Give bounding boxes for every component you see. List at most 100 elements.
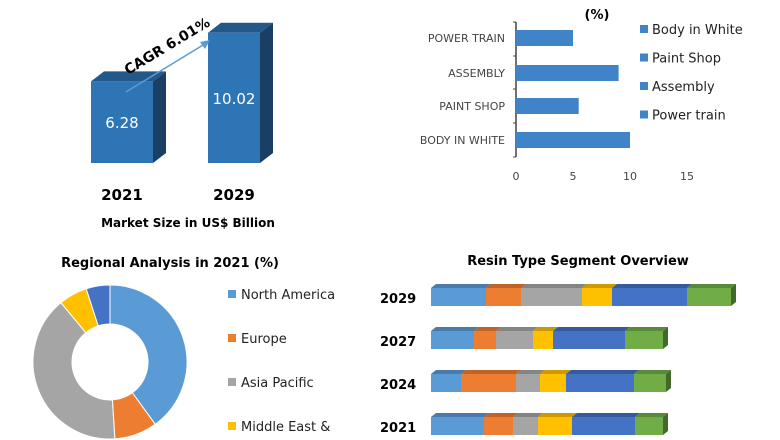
x-tick-label: 15 (680, 170, 694, 183)
x-tick-label: 0 (513, 170, 520, 183)
y-tick-label: POWER TRAIN (428, 32, 505, 45)
y-tick-label: 2029 (380, 292, 416, 307)
bar-segment-top (538, 413, 577, 417)
x-tick-label: 2029 (213, 186, 255, 204)
bar-segment-side (666, 370, 671, 392)
bar-segment (484, 417, 513, 435)
legend-label: Europe (241, 332, 287, 347)
bar-segment (635, 417, 663, 435)
bar-segment-top (431, 413, 489, 417)
bar-side (260, 22, 273, 163)
bar-segment-top (612, 284, 692, 288)
donut-slice (32, 301, 116, 440)
chart-title: Resin Type Segment Overview (467, 254, 689, 269)
bar-segment (431, 288, 486, 306)
bar-segment (612, 288, 687, 306)
x-tick-label: 5 (570, 170, 577, 183)
bar-segment-top (431, 370, 466, 374)
legend-swatch (640, 25, 648, 33)
bar-segment (474, 331, 496, 349)
donut-slice (109, 284, 188, 425)
bar-segment (553, 331, 625, 349)
bar-segment-top (687, 284, 736, 288)
bar-segment-top (431, 327, 479, 331)
bar-segment-top (625, 327, 668, 331)
data-label: 10.02 (213, 90, 256, 108)
legend-swatch (640, 82, 648, 90)
bar-segment (572, 417, 635, 435)
x-tick-label: 2021 (101, 186, 143, 204)
bar-segment-top (431, 284, 491, 288)
bar-segment (431, 331, 474, 349)
bar-segment-top (521, 284, 587, 288)
bar-segment (687, 288, 731, 306)
bar-segment-top (461, 370, 521, 374)
chart-title: (%) (585, 8, 610, 23)
bar-segment-top (553, 327, 630, 331)
y-tick-label: BODY IN WHITE (420, 134, 505, 147)
bar-top (208, 22, 273, 33)
bar-segment-top (516, 370, 545, 374)
legend-label: North America (241, 288, 335, 303)
legend-swatch (228, 378, 236, 386)
bar-segment-top (486, 284, 526, 288)
y-tick-label: ASSEMBLY (448, 67, 505, 80)
legend-swatch (640, 110, 648, 119)
bar-segment (634, 374, 666, 392)
legend-label: Power train (652, 109, 726, 124)
bar-segment-top (513, 413, 543, 417)
bar-segment (625, 331, 663, 349)
bar-segment-top (566, 370, 639, 374)
bar-segment-top (533, 327, 558, 331)
bar-segment-top (582, 284, 617, 288)
cagr-arrow-head (200, 40, 210, 49)
legend-label: Asia Pacific (241, 376, 314, 391)
bar-segment (516, 374, 540, 392)
legend-swatch (640, 53, 648, 62)
data-label: 6.28 (105, 114, 138, 132)
bar-segment (538, 417, 572, 435)
bar (516, 98, 579, 114)
bar-segment (431, 374, 461, 392)
bar-segment (533, 331, 553, 349)
y-tick-label: PAINT SHOP (439, 100, 505, 113)
bar (516, 65, 619, 81)
bar (516, 30, 573, 46)
bar-segment (513, 417, 538, 435)
legend-label: Assembly (652, 80, 715, 95)
bar-segment (486, 288, 521, 306)
bar-segment-top (474, 327, 501, 331)
bar-segment (431, 417, 484, 435)
donut-slice (85, 284, 111, 327)
bar-segment-side (663, 327, 668, 349)
bar-segment (566, 374, 634, 392)
y-tick-label: 2021 (380, 421, 416, 436)
bar-segment-top (484, 413, 518, 417)
bar-segment-top (634, 370, 671, 374)
bar-segment (540, 374, 566, 392)
cagr-arrow-line (125, 41, 209, 93)
bar-segment (582, 288, 612, 306)
bar-segment-top (635, 413, 668, 417)
legend-label: Middle East & (241, 420, 330, 435)
legend-label: Paint Shop (652, 52, 721, 67)
bar-segment-top (572, 413, 640, 417)
bar (208, 32, 260, 163)
bar (91, 81, 153, 163)
x-tick-label: 10 (623, 170, 637, 183)
bar-side (153, 71, 166, 163)
y-tick-label: 2024 (380, 378, 416, 393)
bar-segment-side (731, 284, 736, 306)
chart-title: Regional Analysis in 2021 (%) (61, 256, 279, 271)
legend-label: Body in White (652, 23, 743, 38)
legend-swatch (228, 290, 236, 298)
y-tick-label: 2027 (380, 335, 416, 350)
bar-segment (496, 331, 533, 349)
legend-swatch (228, 334, 236, 342)
bar-segment (461, 374, 516, 392)
bar (516, 132, 630, 148)
bar-segment-top (496, 327, 538, 331)
bar-segment-top (540, 370, 571, 374)
x-axis-title: Market Size in US$ Billion (101, 216, 275, 230)
